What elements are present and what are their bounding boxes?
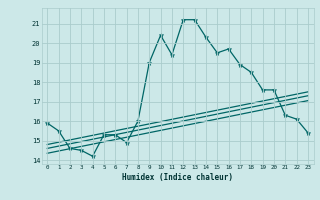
X-axis label: Humidex (Indice chaleur): Humidex (Indice chaleur) [122, 173, 233, 182]
